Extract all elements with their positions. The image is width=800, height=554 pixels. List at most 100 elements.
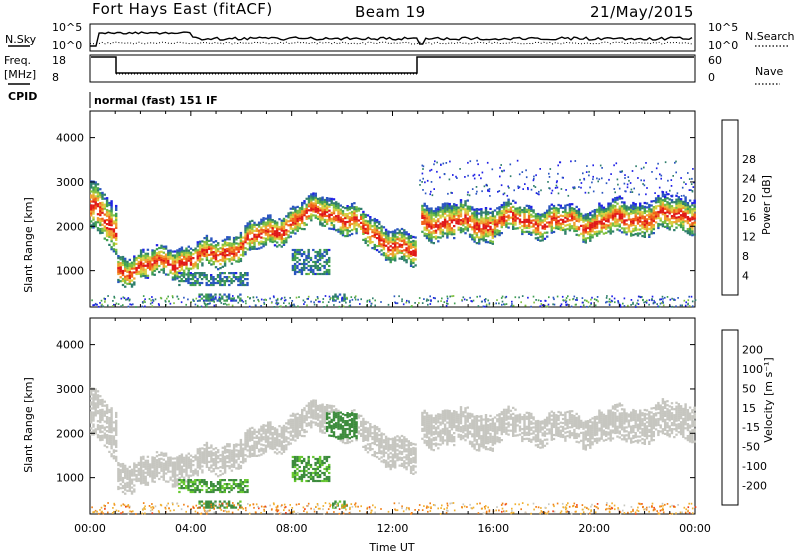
- power-cell: [241, 283, 245, 287]
- power-cell: [641, 213, 644, 216]
- power-cell: [616, 198, 619, 201]
- power-cell: [394, 241, 397, 244]
- power-cell: [391, 258, 395, 261]
- power-cell: [493, 229, 497, 232]
- power-cell: [191, 274, 195, 277]
- power-cell: [360, 215, 363, 218]
- power-cell: [499, 175, 501, 178]
- power-cell: [514, 209, 517, 212]
- power-cell: [242, 242, 245, 245]
- power-cell: [198, 272, 201, 275]
- power-cell: [253, 235, 256, 238]
- velocity-cell: [99, 415, 102, 418]
- power-cell: [571, 225, 574, 228]
- velocity-cell: [173, 471, 177, 474]
- power-cell: [210, 274, 213, 277]
- power-cell: [407, 253, 410, 256]
- power-cell: [230, 256, 234, 259]
- power-cell: [450, 219, 454, 222]
- power-cell: [248, 240, 252, 243]
- power-cell: [267, 232, 270, 235]
- velocity-cell: [237, 463, 240, 466]
- velocity-cell: [246, 443, 249, 446]
- power-cell: [258, 300, 260, 303]
- power-cell: [423, 212, 426, 215]
- power-cell: [210, 281, 213, 285]
- power-cell: [273, 232, 277, 235]
- power-cell: [554, 187, 557, 189]
- power-cell: [228, 238, 231, 241]
- power-cell: [443, 224, 447, 227]
- power-cell: [314, 264, 317, 268]
- velocity-cell: [99, 411, 102, 414]
- velocity-cell: [185, 468, 188, 471]
- power-cell: [624, 174, 626, 176]
- power-cell: [214, 250, 218, 253]
- velocity-cell: [221, 452, 224, 455]
- velocity-cell: [105, 404, 109, 407]
- power-cell: [403, 255, 406, 258]
- power-cell: [198, 276, 201, 279]
- power-cell: [434, 235, 438, 238]
- power-cell: [226, 298, 228, 301]
- power-cell: [389, 259, 392, 262]
- power-cell: [521, 228, 524, 232]
- power-cell: [355, 206, 358, 209]
- power-cell: [335, 207, 338, 210]
- power-cell: [645, 228, 649, 231]
- power-cell: [133, 281, 136, 284]
- power-cell: [450, 233, 454, 236]
- power-cell: [160, 260, 163, 263]
- velocity-cell: [146, 469, 150, 472]
- power-cell: [575, 211, 578, 214]
- power-cell: [661, 190, 663, 193]
- power-cell: [677, 202, 680, 205]
- power-cell: [307, 209, 311, 212]
- power-cell: [607, 226, 610, 229]
- power-cell: [543, 213, 547, 216]
- power-cell: [171, 295, 174, 297]
- power-cell: [251, 247, 254, 250]
- power-cell: [330, 211, 333, 214]
- power-cell: [484, 227, 488, 230]
- power-cell: [573, 223, 576, 227]
- power-cell: [475, 236, 479, 239]
- velocity-cell: [214, 453, 218, 456]
- power-cell: [595, 210, 599, 213]
- power-cell: [255, 239, 258, 242]
- power-cell: [318, 268, 322, 272]
- power-cell: [437, 210, 440, 213]
- power-cell: [611, 210, 615, 213]
- power-cell: [325, 199, 329, 202]
- power-cell: [149, 268, 152, 271]
- power-cell: [389, 239, 392, 242]
- velocity-cell: [171, 473, 175, 476]
- power-cell: [457, 206, 460, 209]
- power-cell: [478, 224, 481, 227]
- power-cell: [459, 199, 463, 202]
- velocity-cell: [142, 457, 145, 460]
- power-cell: [488, 188, 491, 190]
- power-cell: [210, 299, 213, 301]
- power-cell: [664, 161, 667, 164]
- power-cell: [639, 214, 642, 217]
- power-cell: [473, 228, 476, 231]
- power-cell: [108, 213, 111, 217]
- power-cell: [224, 302, 227, 305]
- velocity-cell: [146, 455, 150, 458]
- power-cell: [232, 236, 236, 240]
- power-cell: [599, 164, 602, 167]
- power-cell: [398, 233, 401, 236]
- power-cell: [677, 220, 680, 223]
- power-cell: [568, 211, 572, 214]
- power-cell: [189, 267, 193, 270]
- power-cell: [208, 245, 211, 248]
- power-cell: [344, 215, 347, 218]
- power-cell: [686, 208, 690, 211]
- power-cell: [373, 231, 376, 235]
- power-cell: [584, 215, 587, 218]
- power-cell: [148, 298, 151, 300]
- velocity-cell: [94, 388, 97, 391]
